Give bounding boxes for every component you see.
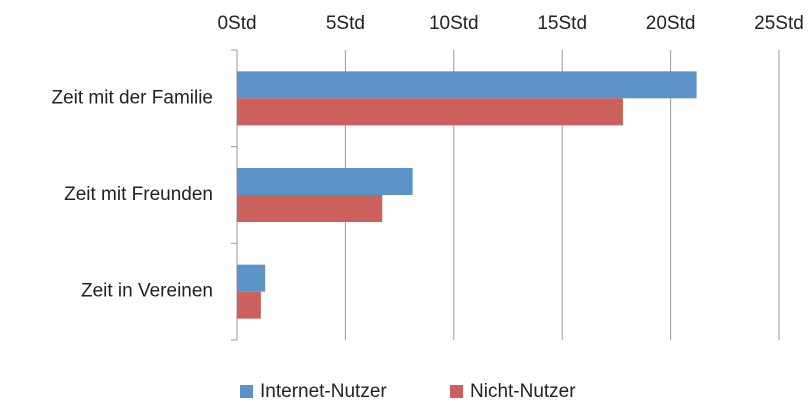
legend-swatch [240,385,253,398]
bar [237,291,261,319]
legend-label: Nicht-Nutzer [470,381,576,402]
bar [237,98,623,126]
x-tick-label: 5Std [326,13,365,34]
x-tick-label: 25Std [754,13,804,34]
x-tick-label: 10Std [429,13,479,34]
y-tick-label: Zeit mit der Familie [51,87,213,108]
legend-swatch [450,385,463,398]
y-tick-label: Zeit in Vereinen [81,281,213,302]
bar [237,71,697,99]
x-tick-label: 15Std [537,13,587,34]
bar [237,168,413,195]
x-tick-label: 0Std [217,13,256,34]
y-tick-label: Zeit mit Freunden [64,184,213,205]
bar [237,195,383,222]
x-tick-label: 20Std [646,13,696,34]
legend-label: Internet-Nutzer [260,381,387,402]
bar [237,264,266,292]
